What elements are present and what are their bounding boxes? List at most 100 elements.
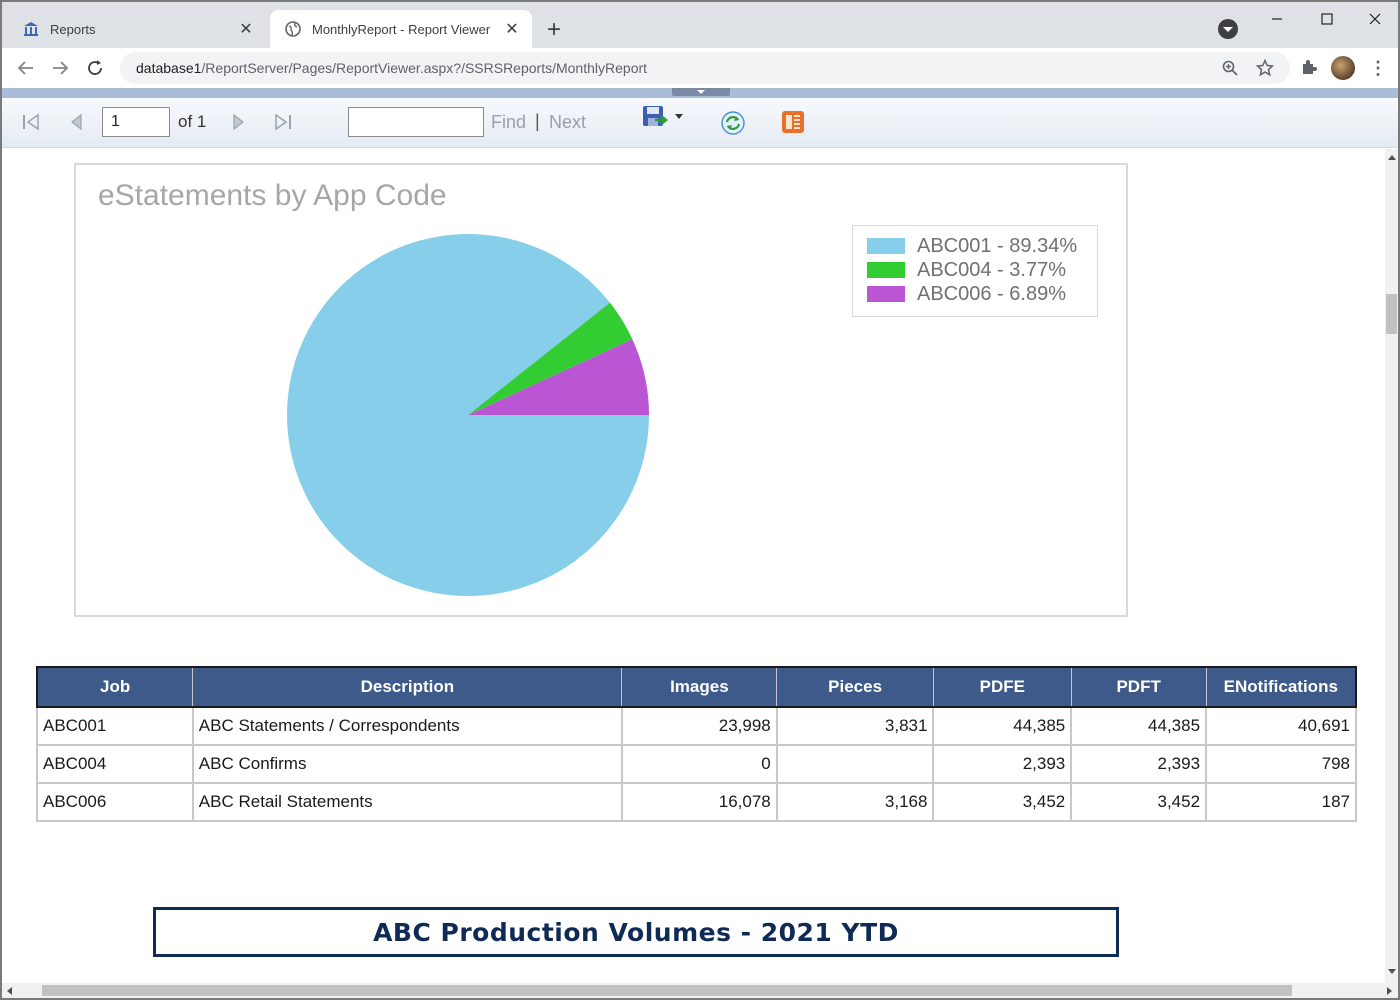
- legend-label: ABC006 - 6.89%: [917, 282, 1066, 305]
- forward-button[interactable]: [46, 54, 74, 82]
- report-content: eStatements by App Code ABC001 - 89.34% …: [2, 149, 1385, 983]
- cell-description: ABC Retail Statements: [191, 782, 623, 822]
- maximize-button[interactable]: [1304, 6, 1350, 32]
- legend-swatch: [867, 262, 905, 278]
- cell-pieces: 3,831: [775, 706, 935, 746]
- print-layout-icon[interactable]: [780, 109, 806, 135]
- window-close-button[interactable]: [1352, 6, 1398, 32]
- tab-monthly-report[interactable]: MonthlyReport - Report Viewer ✕: [270, 10, 532, 48]
- profile-avatar[interactable]: [1331, 56, 1355, 80]
- pie-slice-abc006: [468, 339, 649, 415]
- extensions-icon[interactable]: [1298, 56, 1320, 78]
- scroll-up-icon[interactable]: [1388, 155, 1396, 160]
- cell-pieces: 3,168: [775, 782, 935, 822]
- column-header-pieces: Pieces: [776, 666, 934, 708]
- page-count-label: of 1: [178, 112, 207, 131]
- table-row: ABC006 ABC Retail Statements 16,078 3,16…: [36, 782, 1357, 822]
- cell-images: 23,998: [620, 706, 778, 746]
- page-number-input[interactable]: [102, 107, 170, 137]
- tab-search-icon[interactable]: [1218, 19, 1238, 39]
- table-row: ABC004 ABC Confirms 0 2,393 2,393 798: [36, 744, 1357, 784]
- chart-title: eStatements by App Code: [98, 179, 447, 212]
- tab-title: MonthlyReport - Report Viewer: [312, 21, 491, 37]
- column-header-pdft: PDFT: [1070, 666, 1207, 708]
- cell-job: ABC004: [36, 744, 194, 784]
- cell-pdfe: 44,385: [932, 706, 1073, 746]
- cell-job: ABC006: [36, 782, 194, 822]
- production-table: Job Description Images Pieces PDFE PDFT …: [36, 666, 1357, 822]
- cell-description: ABC Confirms: [191, 744, 623, 784]
- cell-images: 0: [620, 744, 778, 784]
- find-link[interactable]: Find: [491, 112, 527, 132]
- close-icon[interactable]: ✕: [239, 21, 253, 38]
- url-host: database1: [136, 60, 202, 76]
- cell-pdfe: 2,393: [932, 744, 1073, 784]
- find-separator: |: [535, 111, 540, 131]
- cell-enotifications: 187: [1205, 782, 1357, 822]
- tab-strip: Reports ✕ MonthlyReport - Report Viewer …: [2, 2, 1398, 48]
- star-icon[interactable]: [1254, 57, 1276, 79]
- column-header-job: Job: [36, 666, 194, 708]
- cell-description: ABC Statements / Correspondents: [191, 706, 623, 746]
- section-banner: ABC Production Volumes - 2021 YTD: [153, 907, 1119, 957]
- cell-pdfe: 3,452: [932, 782, 1073, 822]
- find-text-input[interactable]: [348, 107, 484, 137]
- menu-icon[interactable]: ⋮: [1369, 57, 1387, 78]
- column-header-description: Description: [192, 666, 623, 708]
- previous-page-icon[interactable]: [66, 111, 88, 133]
- scroll-left-icon[interactable]: [7, 987, 12, 995]
- pie-chart: [287, 234, 649, 596]
- legend-swatch: [867, 238, 905, 254]
- vertical-scroll-thumb[interactable]: [1386, 294, 1397, 334]
- cell-enotifications: 798: [1205, 744, 1357, 784]
- tab-title: Reports: [50, 21, 96, 37]
- address-bar[interactable]: database1/ReportServer/Pages/ReportViewe…: [120, 52, 1290, 84]
- toolbar-splitter[interactable]: [2, 88, 1398, 98]
- next-page-icon[interactable]: [227, 111, 249, 133]
- scroll-down-icon[interactable]: [1388, 969, 1396, 974]
- back-button[interactable]: [12, 54, 40, 82]
- legend-item: ABC001 - 89.34%: [867, 234, 1083, 258]
- pie-slice-abc004: [468, 302, 633, 415]
- horizontal-scroll-thumb[interactable]: [42, 985, 1292, 996]
- scroll-right-icon[interactable]: [1387, 987, 1392, 995]
- globe-icon: [284, 20, 302, 38]
- cell-pdft: 44,385: [1070, 706, 1208, 746]
- url-path: /ReportServer/Pages/ReportViewer.aspx?/S…: [201, 60, 648, 76]
- column-header-pdfe: PDFE: [932, 666, 1072, 708]
- cell-enotifications: 40,691: [1205, 706, 1357, 746]
- column-header-enotifications: ENotifications: [1205, 666, 1357, 708]
- cell-pdft: 3,452: [1070, 782, 1208, 822]
- cell-pieces: [775, 744, 935, 784]
- legend-label: ABC001 - 89.34%: [917, 234, 1078, 257]
- horizontal-scrollbar[interactable]: [2, 983, 1398, 998]
- cell-images: 16,078: [620, 782, 778, 822]
- new-tab-button[interactable]: +: [546, 16, 561, 43]
- pie-chart-panel: eStatements by App Code ABC001 - 89.34% …: [74, 163, 1128, 617]
- pie-slice-abc001: [287, 234, 649, 596]
- cell-job: ABC001: [36, 706, 194, 746]
- table-row: ABC001 ABC Statements / Correspondents 2…: [36, 706, 1357, 746]
- close-icon[interactable]: ✕: [505, 21, 519, 38]
- refresh-icon[interactable]: [719, 109, 747, 137]
- chart-legend: ABC001 - 89.34% ABC004 - 3.77% ABC006 - …: [852, 225, 1098, 317]
- legend-label: ABC004 - 3.77%: [917, 258, 1066, 281]
- next-link[interactable]: Next: [549, 112, 587, 132]
- cell-pdft: 2,393: [1070, 744, 1208, 784]
- export-save-icon[interactable]: [640, 106, 686, 129]
- reload-button[interactable]: [81, 54, 109, 82]
- collapse-toolbar-handle[interactable]: [672, 88, 730, 96]
- column-header-images: Images: [621, 666, 778, 708]
- bank-icon: [22, 20, 40, 38]
- tab-reports[interactable]: Reports ✕: [8, 10, 266, 48]
- table-header-row: Job Description Images Pieces PDFE PDFT …: [36, 666, 1357, 708]
- first-page-icon[interactable]: [20, 111, 42, 133]
- last-page-icon[interactable]: [272, 111, 294, 133]
- zoom-icon[interactable]: [1219, 57, 1241, 79]
- legend-item: ABC004 - 3.77%: [867, 258, 1083, 282]
- minimize-button[interactable]: [1254, 6, 1300, 32]
- vertical-scrollbar[interactable]: [1385, 149, 1398, 983]
- browser-toolbar: database1/ReportServer/Pages/ReportViewe…: [2, 48, 1398, 88]
- legend-item: ABC006 - 6.89%: [867, 282, 1083, 306]
